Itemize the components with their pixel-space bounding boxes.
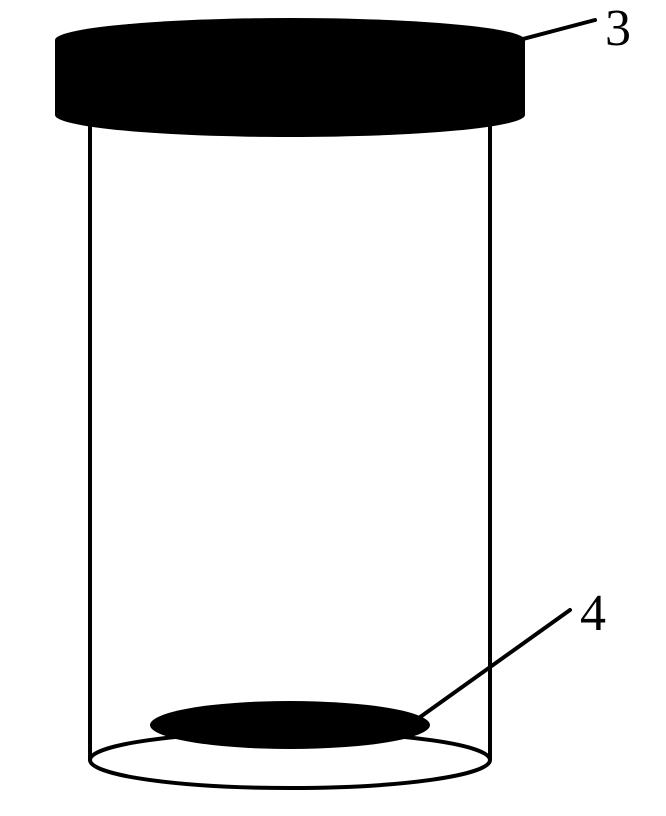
- callout-label-3: 3: [605, 0, 631, 57]
- callout-line-4: [395, 610, 570, 735]
- inner-disc: [150, 701, 430, 749]
- callout-label-4: 4: [580, 585, 606, 642]
- lid-bottom-ellipse: [55, 93, 525, 137]
- callout-line-3: [500, 20, 595, 45]
- lid-top-ellipse: [55, 18, 525, 62]
